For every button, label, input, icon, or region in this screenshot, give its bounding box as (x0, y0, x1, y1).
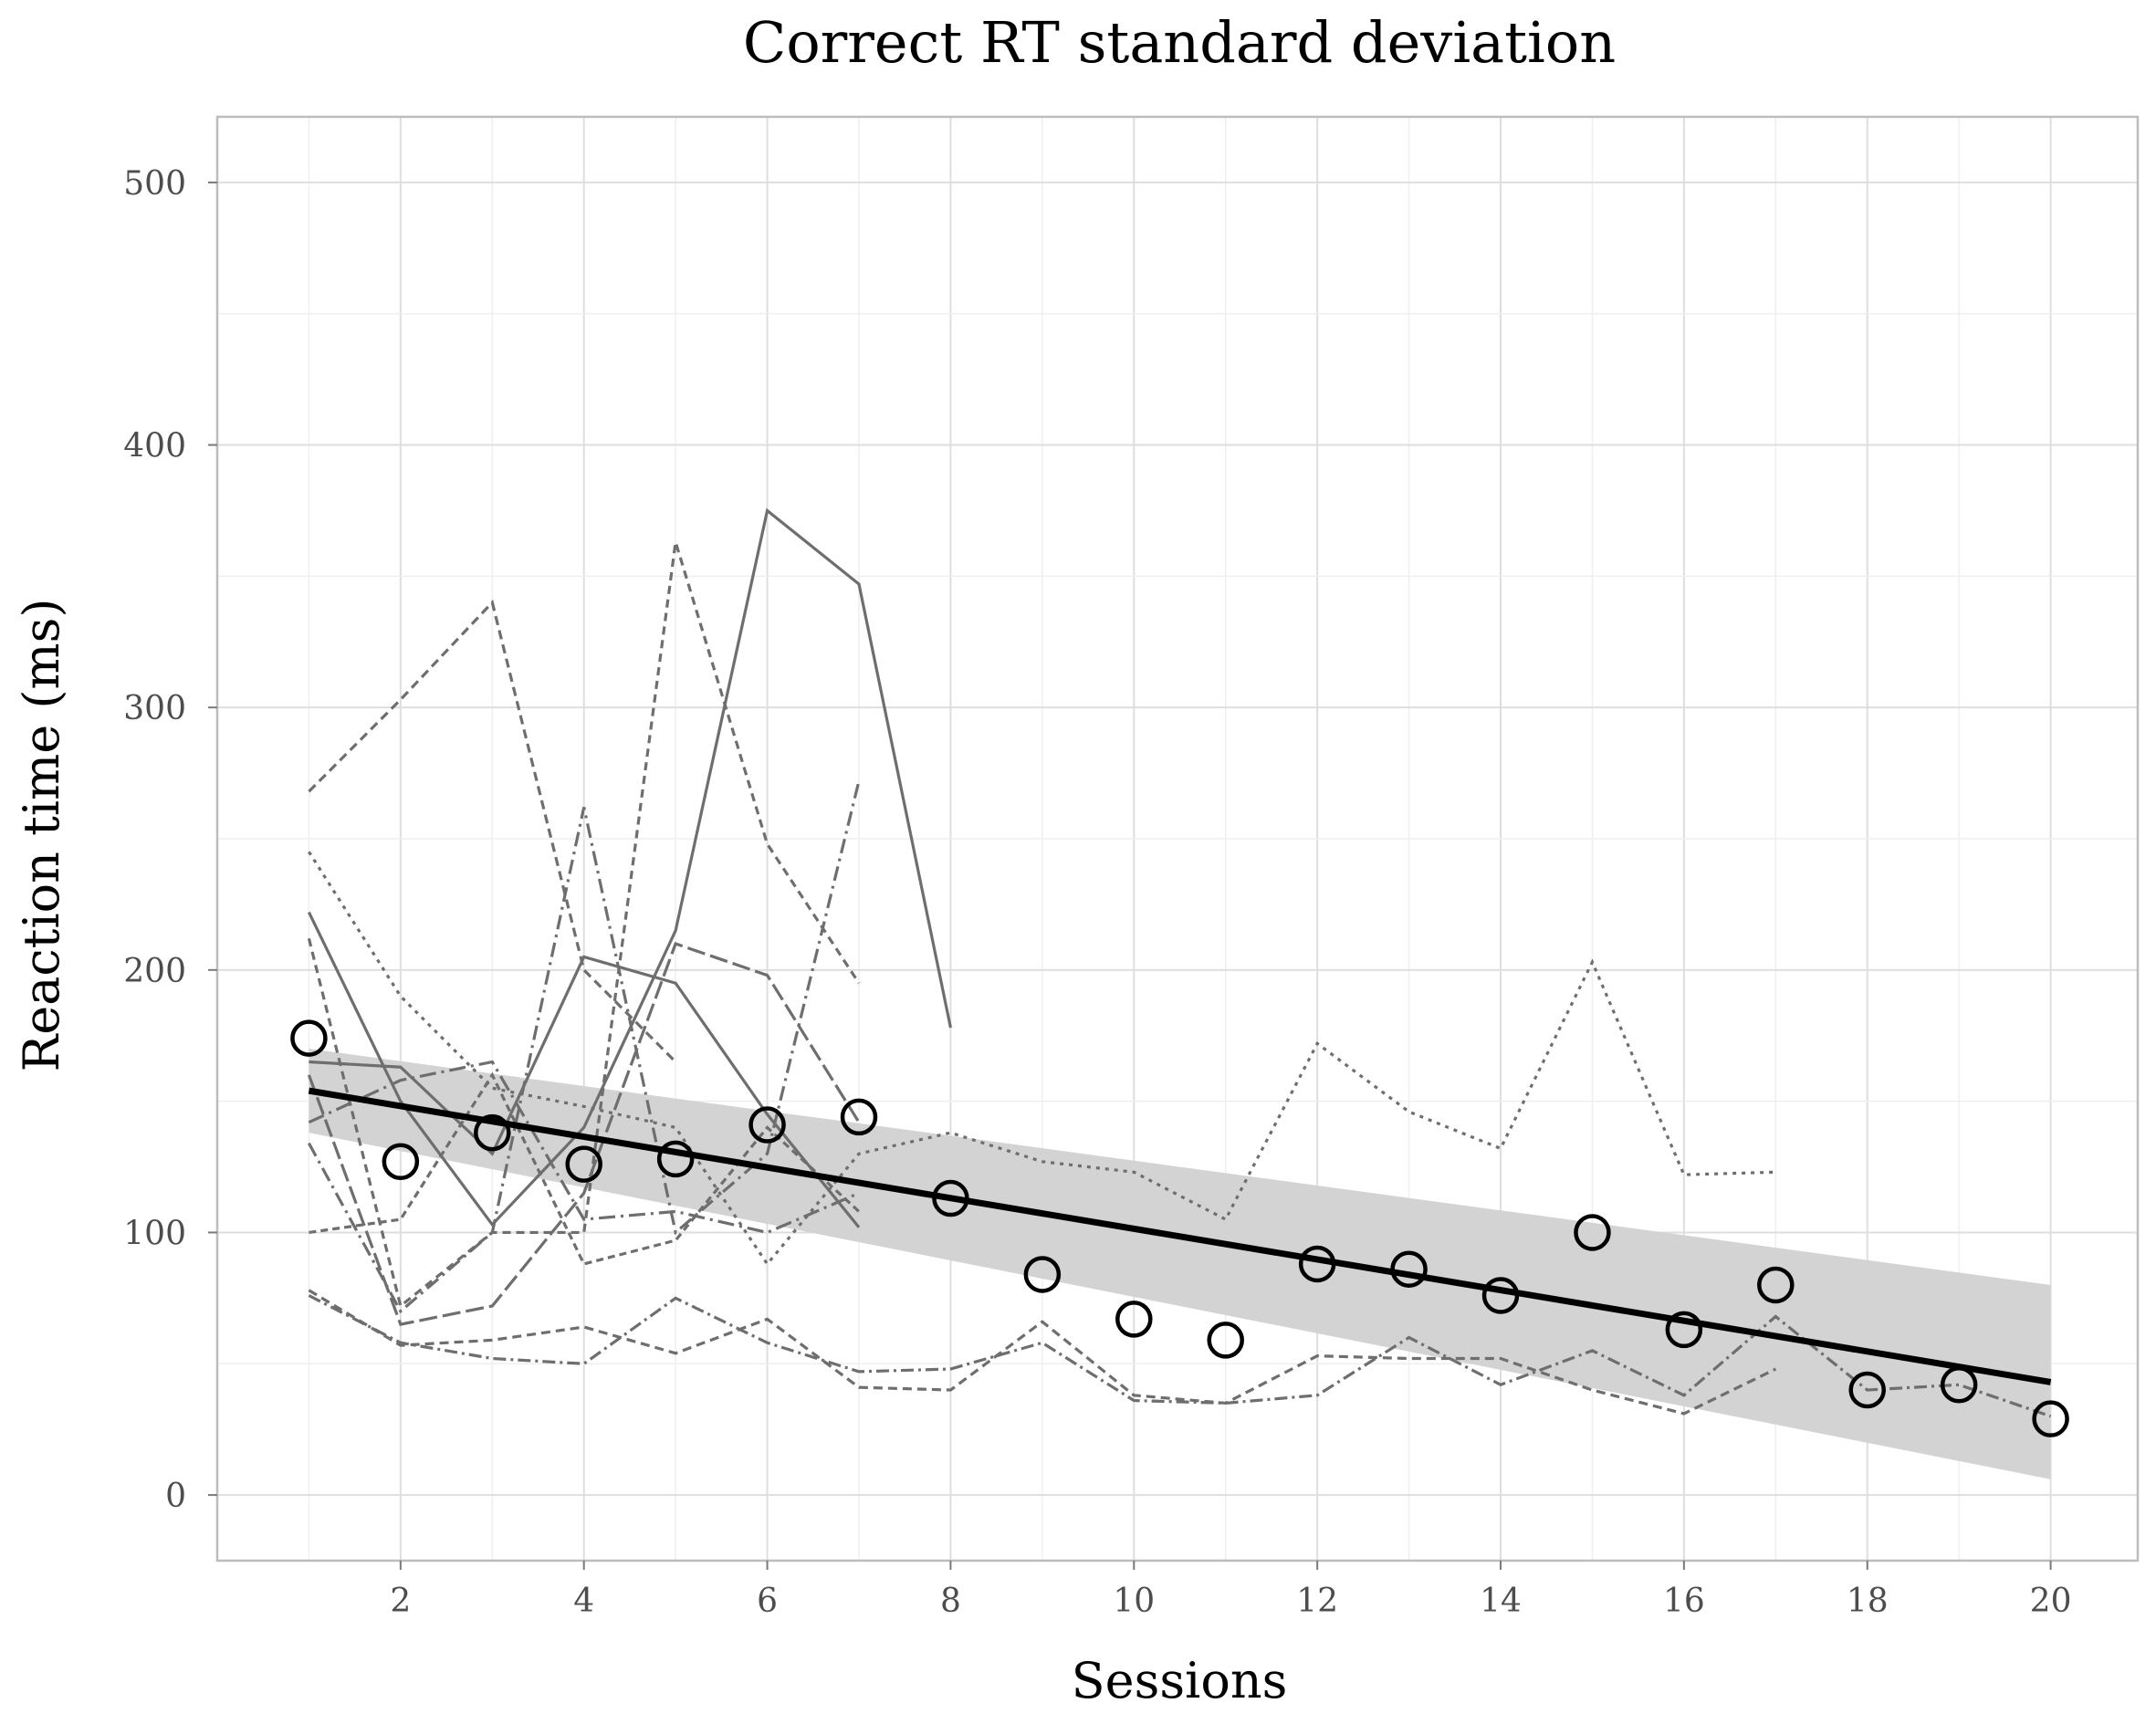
x-axis-title: Sessions (1072, 1652, 1288, 1709)
mean-point (1115, 1301, 1153, 1338)
mean-point (1574, 1214, 1611, 1251)
series-line-1 (308, 599, 677, 1063)
x-tick-label: 20 (2030, 1583, 2072, 1620)
series-line-11 (308, 1294, 2052, 1418)
chart-title: Correct RT standard deviation (743, 9, 1616, 76)
x-tick-label: 18 (1847, 1583, 1889, 1620)
y-tick-label: 100 (123, 1215, 186, 1252)
mean-point (565, 1145, 602, 1183)
mean-points-layer (290, 1019, 2069, 1437)
mean-point (840, 1098, 878, 1136)
mean-point (474, 1113, 511, 1152)
mean-point (290, 1019, 328, 1057)
mean-point (1481, 1277, 1520, 1314)
x-tick-label: 6 (757, 1583, 778, 1620)
x-tick-label: 12 (1296, 1583, 1338, 1620)
mean-point (1940, 1366, 1978, 1404)
trend-line (308, 1087, 2052, 1385)
y-tick-label: 0 (165, 1478, 186, 1515)
mean-point (1298, 1245, 1336, 1283)
x-tick-label: 10 (1113, 1583, 1155, 1620)
y-axis-title: Reaction time (ms) (13, 599, 70, 1072)
y-tick-label: 500 (123, 165, 186, 203)
y-tick-label: 300 (123, 690, 186, 727)
mean-point (1390, 1250, 1428, 1288)
y-tick-label: 200 (123, 953, 186, 990)
mean-point (656, 1140, 695, 1178)
confidence-band-layer (309, 1049, 2051, 1479)
axis-ticks (208, 181, 2052, 1570)
mean-point (382, 1143, 420, 1181)
x-tick-label: 4 (573, 1583, 594, 1620)
series-line-8 (307, 942, 861, 1326)
series-line-9 (309, 955, 861, 1228)
mean-point (1665, 1311, 1703, 1349)
mean-point (932, 1179, 969, 1217)
series-line-4 (308, 851, 1776, 1267)
series-line-7 (309, 1071, 861, 1266)
mean-point (1848, 1371, 1886, 1409)
x-tick-label: 16 (1663, 1583, 1705, 1620)
series-layer (307, 507, 2052, 1418)
mean-point (748, 1106, 786, 1144)
x-tick-label: 14 (1480, 1583, 1522, 1620)
y-tick-labels: 0 100 200 300 400 500 (123, 165, 186, 1515)
mean-point (1207, 1322, 1244, 1359)
y-tick-label: 400 (123, 428, 186, 465)
series-line-6 (308, 780, 861, 1314)
series-line-2 (307, 507, 953, 1228)
confidence-band (309, 1049, 2051, 1479)
mean-point (1757, 1266, 1795, 1304)
plot-panel (215, 115, 2140, 1562)
series-line-10 (308, 1289, 1777, 1416)
x-tick-label: 8 (940, 1583, 961, 1620)
x-tick-labels: 2 4 6 8 10 12 14 16 18 20 (390, 1583, 2071, 1620)
mean-point (2032, 1400, 2069, 1437)
trend-layer (308, 1087, 2052, 1385)
x-tick-label: 2 (390, 1583, 411, 1620)
series-line-5 (308, 1060, 860, 1235)
mean-point (1023, 1256, 1062, 1293)
